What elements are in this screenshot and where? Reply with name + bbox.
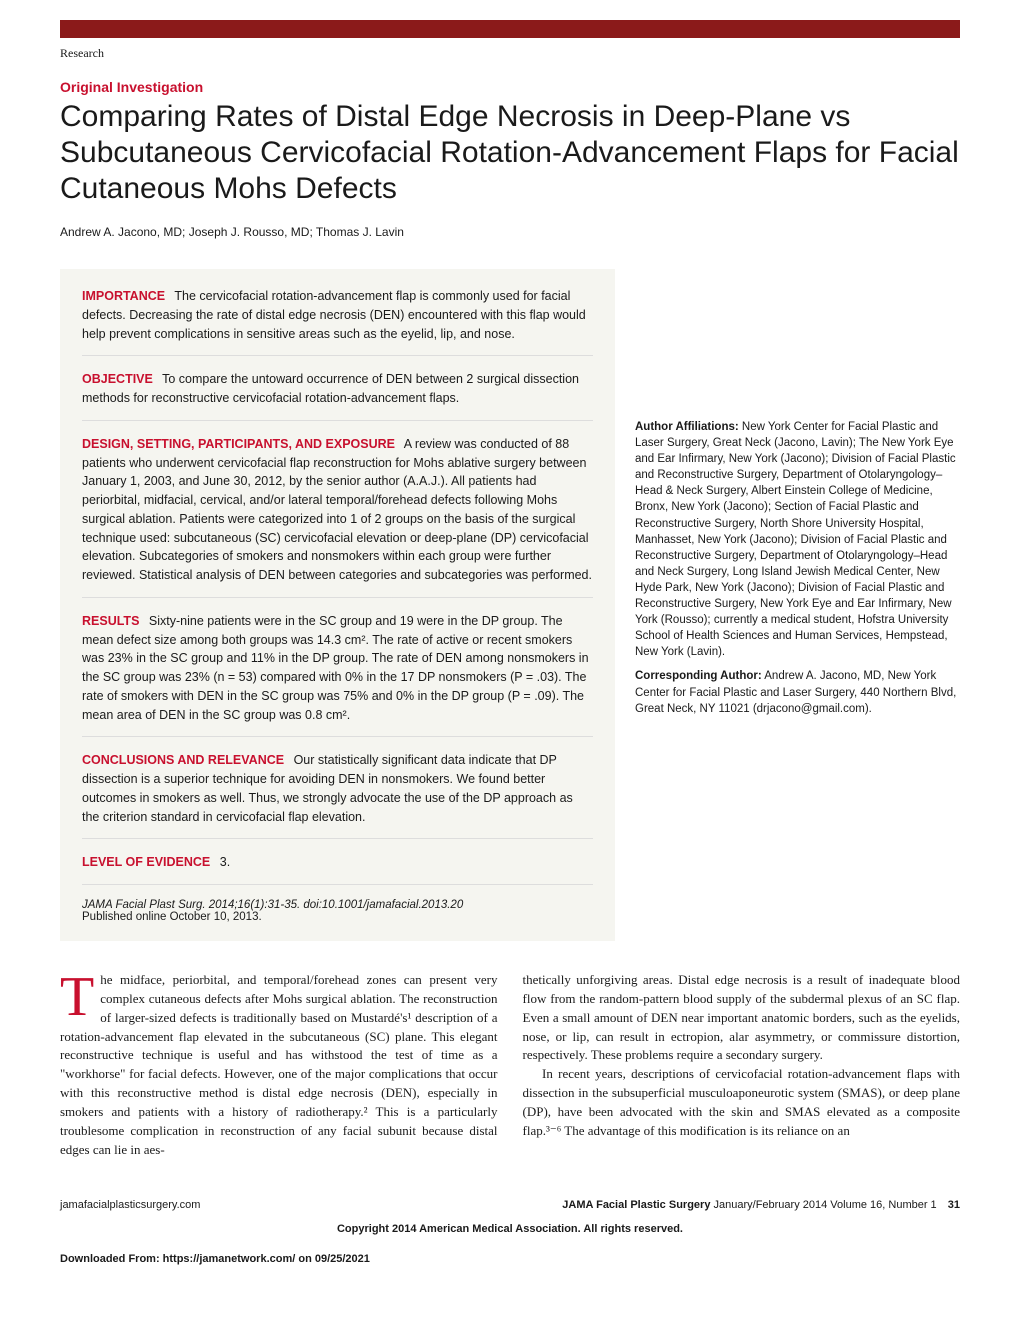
corresponding-label: Corresponding Author: — [635, 670, 762, 682]
importance-label: IMPORTANCE — [82, 289, 165, 303]
authors: Andrew A. Jacono, MD; Joseph J. Rousso, … — [60, 225, 960, 239]
abstract-objective: OBJECTIVE To compare the untoward occurr… — [82, 370, 593, 421]
footer-left: jamafacialplasticsurgery.com — [60, 1199, 200, 1211]
abstract-importance: IMPORTANCE The cervicofacial rotation-ad… — [82, 287, 593, 356]
abstract-sidebar-wrapper: IMPORTANCE The cervicofacial rotation-ad… — [60, 269, 960, 941]
body-p1: The midface, periorbital, and temporal/f… — [60, 971, 498, 1159]
evidence-text: 3. — [220, 855, 230, 869]
body-col2-p2: In recent years, descriptions of cervico… — [523, 1065, 961, 1140]
affiliations: Author Affiliations: New York Center for… — [635, 419, 960, 660]
objective-label: OBJECTIVE — [82, 372, 153, 386]
abstract-box: IMPORTANCE The cervicofacial rotation-ad… — [60, 269, 615, 941]
abstract-results: RESULTS Sixty-nine patients were in the … — [82, 612, 593, 738]
body-column-1: The midface, periorbital, and temporal/f… — [60, 971, 498, 1159]
results-label: RESULTS — [82, 614, 139, 628]
abstract-design: DESIGN, SETTING, PARTICIPANTS, AND EXPOS… — [82, 435, 593, 598]
design-text: A review was conducted of 88 patients wh… — [82, 437, 592, 582]
article-title: Comparing Rates of Distal Edge Necrosis … — [60, 99, 960, 207]
publish-date: Published online October 10, 2013. — [82, 911, 593, 923]
abstract-evidence: LEVEL OF EVIDENCE 3. — [82, 853, 593, 885]
footer-page: 31 — [948, 1199, 960, 1211]
evidence-label: LEVEL OF EVIDENCE — [82, 855, 210, 869]
dropcap: T — [60, 971, 100, 1019]
download-info: Downloaded From: https://jamanetwork.com… — [60, 1253, 960, 1265]
conclusions-label: CONCLUSIONS AND RELEVANCE — [82, 753, 284, 767]
footer: jamafacialplasticsurgery.com JAMA Facial… — [60, 1199, 960, 1211]
section-label: Research — [60, 46, 960, 61]
body-col1-text: he midface, periorbital, and temporal/fo… — [60, 972, 498, 1157]
affiliations-label: Author Affiliations: — [635, 421, 739, 433]
abstract-conclusions: CONCLUSIONS AND RELEVANCE Our statistica… — [82, 751, 593, 839]
objective-text: To compare the untoward occurrence of DE… — [82, 372, 579, 405]
body-text: The midface, periorbital, and temporal/f… — [60, 971, 960, 1159]
sidebar: Author Affiliations: New York Center for… — [635, 269, 960, 941]
investigation-label: Original Investigation — [60, 79, 960, 95]
body-column-2: thetically unforgiving areas. Distal edg… — [523, 971, 961, 1159]
footer-journal: JAMA Facial Plastic Surgery — [562, 1199, 710, 1211]
footer-right: JAMA Facial Plastic Surgery January/Febr… — [562, 1199, 960, 1211]
footer-issue: January/February 2014 Volume 16, Number … — [714, 1199, 937, 1211]
citation: JAMA Facial Plast Surg. 2014;16(1):31-35… — [82, 899, 593, 911]
corresponding: Corresponding Author: Andrew A. Jacono, … — [635, 668, 960, 716]
copyright: Copyright 2014 American Medical Associat… — [60, 1223, 960, 1235]
results-text: Sixty-nine patients were in the SC group… — [82, 614, 589, 722]
body-col2-p1: thetically unforgiving areas. Distal edg… — [523, 971, 961, 1065]
affiliations-text: New York Center for Facial Plastic and L… — [635, 421, 956, 658]
design-label: DESIGN, SETTING, PARTICIPANTS, AND EXPOS… — [82, 437, 395, 451]
top-bar — [60, 20, 960, 38]
